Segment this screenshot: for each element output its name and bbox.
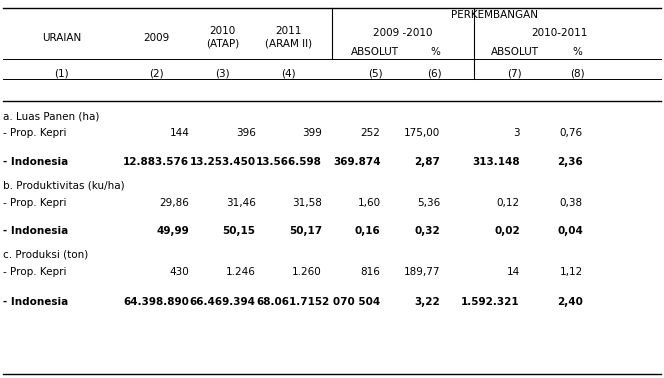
Text: (3): (3) <box>215 68 230 78</box>
Text: 175,00: 175,00 <box>404 129 440 138</box>
Text: 252: 252 <box>361 129 380 138</box>
Text: 2009 -2010: 2009 -2010 <box>373 28 433 38</box>
Text: 50,15: 50,15 <box>222 226 256 236</box>
Text: 29,86: 29,86 <box>159 198 189 208</box>
Text: 68.061.715: 68.061.715 <box>256 297 322 307</box>
Text: 1.246: 1.246 <box>226 267 256 277</box>
Text: 0,32: 0,32 <box>414 226 440 236</box>
Text: (ARAM II): (ARAM II) <box>266 39 312 48</box>
Text: 430: 430 <box>169 267 189 277</box>
Text: 0,76: 0,76 <box>560 129 583 138</box>
Text: 2,40: 2,40 <box>557 297 583 307</box>
Text: 0,38: 0,38 <box>560 198 583 208</box>
Text: 189,77: 189,77 <box>404 267 440 277</box>
Text: b. Produktivitas (ku/ha): b. Produktivitas (ku/ha) <box>3 180 125 190</box>
Text: a. Luas Panen (ha): a. Luas Panen (ha) <box>3 111 100 121</box>
Text: 399: 399 <box>302 129 322 138</box>
Text: 3,22: 3,22 <box>414 297 440 307</box>
Text: 2,36: 2,36 <box>557 157 583 167</box>
Text: 0,02: 0,02 <box>494 226 520 236</box>
Text: (7): (7) <box>507 68 522 78</box>
Text: 31,46: 31,46 <box>226 198 256 208</box>
Text: 50,17: 50,17 <box>289 226 322 236</box>
Text: (2): (2) <box>149 68 163 78</box>
Text: 1,60: 1,60 <box>357 198 380 208</box>
Text: - Prop. Kepri: - Prop. Kepri <box>3 129 67 138</box>
Text: 2 070 504: 2 070 504 <box>322 297 380 307</box>
Text: - Prop. Kepri: - Prop. Kepri <box>3 198 67 208</box>
Text: 13.566.598: 13.566.598 <box>256 157 322 167</box>
Text: 14: 14 <box>507 267 520 277</box>
Text: URAIAN: URAIAN <box>42 33 82 43</box>
Text: 2011: 2011 <box>276 26 302 36</box>
Text: - Indonesia: - Indonesia <box>3 297 68 307</box>
Text: 31,58: 31,58 <box>292 198 322 208</box>
Text: - Indonesia: - Indonesia <box>3 157 68 167</box>
Text: 1.592.321: 1.592.321 <box>461 297 520 307</box>
Text: 13.253.450: 13.253.450 <box>189 157 256 167</box>
Text: 0,16: 0,16 <box>355 226 380 236</box>
Text: c. Produksi (ton): c. Produksi (ton) <box>3 249 88 259</box>
Text: %: % <box>573 47 582 57</box>
Text: 144: 144 <box>169 129 189 138</box>
Text: 2,87: 2,87 <box>414 157 440 167</box>
Text: (5): (5) <box>368 68 382 78</box>
Text: 0,12: 0,12 <box>497 198 520 208</box>
Text: PERKEMBANGAN: PERKEMBANGAN <box>451 10 539 20</box>
Text: (4): (4) <box>282 68 296 78</box>
Text: 1,12: 1,12 <box>560 267 583 277</box>
Text: 396: 396 <box>236 129 256 138</box>
Text: 1.260: 1.260 <box>292 267 322 277</box>
Text: 313.148: 313.148 <box>472 157 520 167</box>
Text: (1): (1) <box>54 68 69 78</box>
Text: ABSOLUT: ABSOLUT <box>351 47 399 57</box>
Text: 64.398.890: 64.398.890 <box>124 297 189 307</box>
Text: 49,99: 49,99 <box>157 226 189 236</box>
Text: 66.469.394: 66.469.394 <box>190 297 256 307</box>
Text: 0,04: 0,04 <box>557 226 583 236</box>
Text: 12.883.576: 12.883.576 <box>123 157 189 167</box>
Text: 369.874: 369.874 <box>333 157 380 167</box>
Text: %: % <box>430 47 440 57</box>
Text: - Indonesia: - Indonesia <box>3 226 68 236</box>
Text: 816: 816 <box>361 267 380 277</box>
Text: (6): (6) <box>428 68 442 78</box>
Text: 3: 3 <box>513 129 520 138</box>
Text: 2010: 2010 <box>209 26 236 36</box>
Text: ABSOLUT: ABSOLUT <box>491 47 539 57</box>
Text: 2009: 2009 <box>143 33 169 43</box>
Text: - Prop. Kepri: - Prop. Kepri <box>3 267 67 277</box>
Text: (ATAP): (ATAP) <box>206 39 239 48</box>
Text: 5,36: 5,36 <box>417 198 440 208</box>
Text: (8): (8) <box>570 68 585 78</box>
Text: 2010-2011: 2010-2011 <box>532 28 588 38</box>
